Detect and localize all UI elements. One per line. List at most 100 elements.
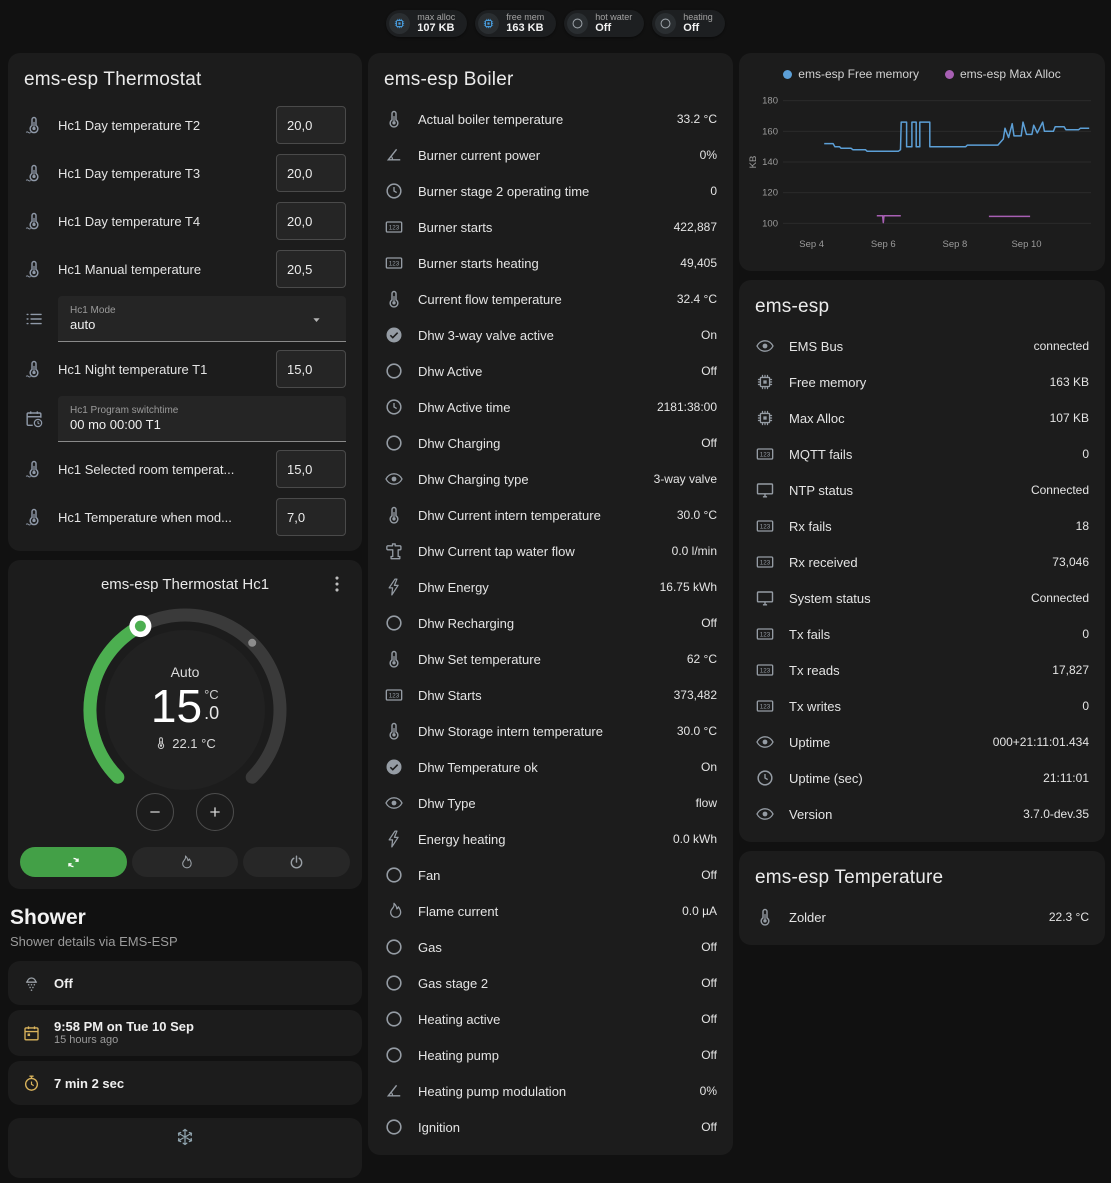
entity-row[interactable]: 123 Dhw Starts 373,482 — [384, 677, 717, 713]
entity-row[interactable]: 123 Tx reads 17,827 — [755, 652, 1089, 688]
entity-row[interactable]: Uptime 000+21:11:01.434 — [755, 724, 1089, 760]
shower-card[interactable] — [8, 1118, 362, 1178]
number-input[interactable]: 15,0 — [276, 350, 346, 388]
hvac-mode-auto-button[interactable] — [20, 847, 127, 877]
number-input[interactable]: 15,0 — [276, 450, 346, 488]
entity-name: Dhw Recharging — [418, 615, 515, 631]
entity-row[interactable]: Dhw Energy 16.75 kWh — [384, 569, 717, 605]
entity-row[interactable]: Gas stage 2 Off — [384, 965, 717, 1001]
entity-row[interactable]: Max Alloc 107 KB — [755, 400, 1089, 436]
chip-icon — [755, 408, 775, 428]
legend-item-max-alloc[interactable]: ems-esp Max Alloc — [945, 67, 1061, 81]
badge-free-mem[interactable]: free mem 163 KB — [475, 9, 557, 37]
badge-label: free mem — [506, 12, 545, 22]
entity-row[interactable]: Gas Off — [384, 929, 717, 965]
entity-value: Off — [701, 616, 717, 630]
entity-row[interactable]: 123 Tx fails 0 — [755, 616, 1089, 652]
entity-row[interactable]: 123 MQTT fails 0 — [755, 436, 1089, 472]
number-input[interactable]: 20,0 — [276, 154, 346, 192]
entity-row[interactable]: Dhw Active time 2181:38:00 — [384, 389, 717, 425]
thermostat-hc1-header: ems-esp Thermostat Hc1 — [20, 570, 350, 598]
entity-row[interactable]: Uptime (sec) 21:11:01 — [755, 760, 1089, 796]
entity-row[interactable]: Ignition Off — [384, 1109, 717, 1145]
entity-row[interactable]: Current flow temperature 32.4 °C — [384, 281, 717, 317]
entity-row[interactable]: Dhw Current intern temperature 30.0 °C — [384, 497, 717, 533]
entity-row[interactable]: 123 Burner starts heating 49,405 — [384, 245, 717, 281]
entity-row[interactable]: Dhw Charging type 3-way valve — [384, 461, 717, 497]
entity-name: Uptime (sec) — [789, 770, 863, 786]
entity-row[interactable]: System status Connected — [755, 580, 1089, 616]
entity-value: 0 — [1082, 447, 1089, 461]
hvac-mode-heat-button[interactable] — [131, 847, 239, 877]
entity-name: Heating pump — [418, 1047, 499, 1063]
more-options-icon[interactable] — [326, 573, 348, 595]
entity-row[interactable]: NTP status Connected — [755, 472, 1089, 508]
entity-name: NTP status — [789, 482, 854, 498]
svg-text:123: 123 — [389, 693, 400, 700]
shower-card[interactable]: Off — [8, 961, 362, 1005]
badge-icon-circle — [567, 12, 589, 34]
fire-icon — [384, 901, 404, 921]
temp-increase-button[interactable] — [196, 793, 234, 831]
badge-heating[interactable]: heating Off — [652, 9, 725, 37]
entity-row[interactable]: Flame current 0.0 µA — [384, 893, 717, 929]
entity-row[interactable]: 123 Burner starts 422,887 — [384, 209, 717, 245]
entity-value: 0% — [699, 148, 717, 162]
entity-row[interactable]: EMS Bus connected — [755, 328, 1089, 364]
switchtime-input[interactable]: Hc1 Program switchtime 00 mo 00:00 T1 — [58, 396, 346, 442]
shower-card[interactable]: 9:58 PM on Tue 10 Sep 15 hours ago — [8, 1010, 362, 1056]
legend-dot — [945, 69, 954, 79]
thermostat-row: Hc1 Temperature when mod... 7,0 — [24, 493, 346, 541]
entity-row[interactable]: Dhw Current tap water flow 0.0 l/min — [384, 533, 717, 569]
svg-text:140: 140 — [762, 157, 778, 168]
entity-row[interactable]: Burner current power 0% — [384, 137, 717, 173]
entity-row[interactable]: Burner stage 2 operating time 0 — [384, 173, 717, 209]
entity-row[interactable]: Actual boiler temperature 33.2 °C — [384, 101, 717, 137]
entity-row[interactable]: Dhw Storage intern temperature 30.0 °C — [384, 713, 717, 749]
boiler-card-title: ems-esp Boiler — [384, 69, 514, 90]
legend-label: ems-esp Free memory — [798, 67, 919, 81]
thermostat-row: Hc1 Night temperature T1 15,0 — [24, 345, 346, 393]
field-label: Hc1 Program switchtime — [70, 405, 179, 416]
shower-card[interactable]: 7 min 2 sec — [8, 1061, 362, 1105]
emsesp-card: ems-esp EMS Bus connected Free memory 163 K… — [739, 280, 1105, 842]
number-input[interactable]: 20,5 — [276, 250, 346, 288]
entity-row[interactable]: Dhw Temperature ok On — [384, 749, 717, 785]
current-temp-marker — [248, 638, 257, 647]
temp-decrease-button[interactable] — [136, 793, 174, 831]
entity-row[interactable]: Dhw Type flow — [384, 785, 717, 821]
entity-name: EMS Bus — [789, 338, 844, 354]
svg-text:123: 123 — [760, 452, 771, 459]
circle-icon — [571, 17, 584, 30]
entity-row[interactable]: Dhw Set temperature 62 °C — [384, 641, 717, 677]
entity-row[interactable]: Dhw Active Off — [384, 353, 717, 389]
number-input[interactable]: 20,0 — [276, 202, 346, 240]
counter-icon: 123 — [755, 516, 775, 536]
entity-row[interactable]: Version 3.7.0-dev.35 — [755, 796, 1089, 832]
entity-row[interactable]: Energy heating 0.0 kWh — [384, 821, 717, 857]
entity-row[interactable]: Heating pump Off — [384, 1037, 717, 1073]
badge-hot-water[interactable]: hot water Off — [564, 9, 645, 37]
hvac-mode-off-button[interactable] — [243, 847, 351, 877]
thermostat-dial-arc[interactable] — [60, 600, 310, 828]
entity-row[interactable]: Fan Off — [384, 857, 717, 893]
number-input[interactable]: 20,0 — [276, 106, 346, 144]
entity-row[interactable]: 123 Tx writes 0 — [755, 688, 1089, 724]
entity-row[interactable]: Dhw 3-way valve active On — [384, 317, 717, 353]
emsesp-card-title: ems-esp — [755, 296, 830, 317]
entity-row[interactable]: Heating pump modulation 0% — [384, 1073, 717, 1109]
number-input[interactable]: 7,0 — [276, 498, 346, 536]
entity-name: System status — [789, 590, 871, 606]
entity-row[interactable]: Heating active Off — [384, 1001, 717, 1037]
badge-value: Off — [595, 22, 612, 34]
entity-row[interactable]: 123 Rx received 73,046 — [755, 544, 1089, 580]
entity-row[interactable]: Free memory 163 KB — [755, 364, 1089, 400]
entity-row[interactable]: Dhw Recharging Off — [384, 605, 717, 641]
mode-select[interactable]: Hc1 Mode auto — [58, 296, 346, 342]
thermometer-water-icon — [24, 211, 44, 231]
entity-row[interactable]: 123 Rx fails 18 — [755, 508, 1089, 544]
entity-row[interactable]: Dhw Charging Off — [384, 425, 717, 461]
badge-max-alloc[interactable]: max alloc 107 KB — [386, 9, 468, 37]
entity-row[interactable]: Zolder 22.3 °C — [755, 899, 1089, 935]
legend-item-free-memory[interactable]: ems-esp Free memory — [783, 67, 919, 81]
